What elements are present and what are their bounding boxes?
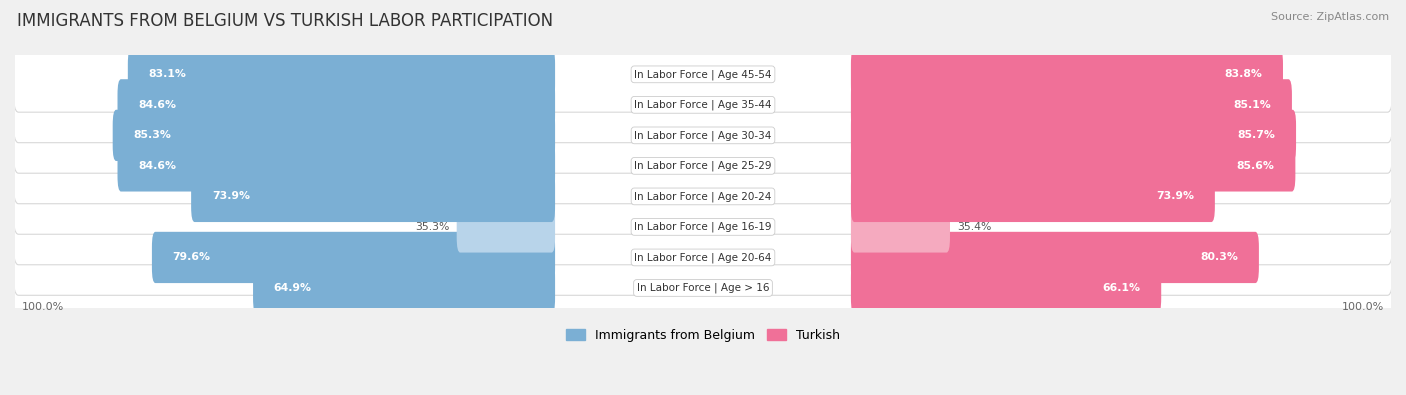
FancyBboxPatch shape (118, 140, 555, 192)
FancyBboxPatch shape (13, 220, 1393, 295)
Text: In Labor Force | Age 45-54: In Labor Force | Age 45-54 (634, 69, 772, 79)
FancyBboxPatch shape (13, 189, 1393, 265)
Text: 85.6%: 85.6% (1237, 161, 1275, 171)
Text: In Labor Force | Age > 16: In Labor Force | Age > 16 (637, 283, 769, 293)
FancyBboxPatch shape (851, 110, 1296, 161)
Text: In Labor Force | Age 25-29: In Labor Force | Age 25-29 (634, 161, 772, 171)
FancyBboxPatch shape (851, 201, 950, 252)
FancyBboxPatch shape (13, 67, 1393, 143)
Text: IMMIGRANTS FROM BELGIUM VS TURKISH LABOR PARTICIPATION: IMMIGRANTS FROM BELGIUM VS TURKISH LABOR… (17, 12, 553, 30)
Text: 83.8%: 83.8% (1225, 70, 1263, 79)
FancyBboxPatch shape (851, 140, 1295, 192)
FancyBboxPatch shape (851, 49, 1284, 100)
Text: 85.7%: 85.7% (1237, 130, 1275, 140)
FancyBboxPatch shape (118, 79, 555, 130)
FancyBboxPatch shape (457, 201, 555, 252)
Text: In Labor Force | Age 35-44: In Labor Force | Age 35-44 (634, 100, 772, 110)
FancyBboxPatch shape (253, 262, 555, 314)
FancyBboxPatch shape (191, 171, 555, 222)
FancyBboxPatch shape (128, 49, 555, 100)
FancyBboxPatch shape (13, 128, 1393, 204)
Text: In Labor Force | Age 16-19: In Labor Force | Age 16-19 (634, 222, 772, 232)
Text: In Labor Force | Age 20-24: In Labor Force | Age 20-24 (634, 191, 772, 202)
Text: 84.6%: 84.6% (138, 161, 176, 171)
Text: 80.3%: 80.3% (1201, 252, 1239, 262)
Text: In Labor Force | Age 30-34: In Labor Force | Age 30-34 (634, 130, 772, 141)
Text: 85.1%: 85.1% (1233, 100, 1271, 110)
FancyBboxPatch shape (851, 262, 1161, 314)
Text: 79.6%: 79.6% (173, 252, 211, 262)
Text: 66.1%: 66.1% (1102, 283, 1140, 293)
Legend: Immigrants from Belgium, Turkish: Immigrants from Belgium, Turkish (561, 324, 845, 347)
Text: 35.4%: 35.4% (957, 222, 991, 232)
Text: In Labor Force | Age 20-64: In Labor Force | Age 20-64 (634, 252, 772, 263)
FancyBboxPatch shape (13, 36, 1393, 112)
Text: 84.6%: 84.6% (138, 100, 176, 110)
FancyBboxPatch shape (13, 158, 1393, 234)
FancyBboxPatch shape (152, 232, 555, 283)
Text: 100.0%: 100.0% (1341, 302, 1384, 312)
Text: Source: ZipAtlas.com: Source: ZipAtlas.com (1271, 12, 1389, 22)
FancyBboxPatch shape (851, 171, 1215, 222)
FancyBboxPatch shape (13, 250, 1393, 326)
FancyBboxPatch shape (13, 98, 1393, 173)
Text: 64.9%: 64.9% (274, 283, 312, 293)
Text: 35.3%: 35.3% (415, 222, 450, 232)
Text: 100.0%: 100.0% (22, 302, 65, 312)
Text: 83.1%: 83.1% (149, 70, 187, 79)
FancyBboxPatch shape (851, 232, 1258, 283)
Text: 73.9%: 73.9% (212, 192, 250, 201)
FancyBboxPatch shape (851, 79, 1292, 130)
FancyBboxPatch shape (112, 110, 555, 161)
Text: 73.9%: 73.9% (1156, 192, 1194, 201)
Text: 85.3%: 85.3% (134, 130, 172, 140)
